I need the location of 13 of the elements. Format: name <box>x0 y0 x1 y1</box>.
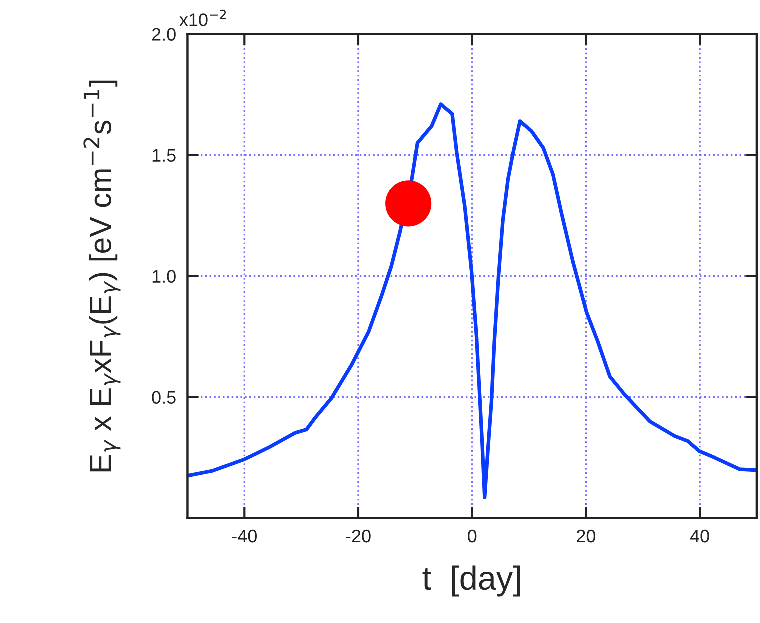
x-tick-label: -20 <box>346 530 371 543</box>
y-tick-label: 1.0 <box>152 270 176 284</box>
text: x10$^{−2}$ <box>180 10 226 26</box>
text: E$_{γ}$ x E$_{γ}$xF$_{γ}$(E$_{γ}$) [eV cm$^{−2}$s$^{−1}$] <box>84 80 121 472</box>
x-tick-label: -40 <box>232 530 257 543</box>
x-tick-label: 40 <box>690 530 710 543</box>
x-axis-title: t [day] <box>422 566 520 597</box>
y-tick-label: 2.0 <box>152 28 176 41</box>
y-tick-label: 1.5 <box>152 149 176 162</box>
x-tick-label: 0 <box>468 530 477 543</box>
y-tick-label: 0.5 <box>152 391 176 404</box>
line-series <box>188 102 757 500</box>
x-tick-label: 20 <box>577 530 596 543</box>
